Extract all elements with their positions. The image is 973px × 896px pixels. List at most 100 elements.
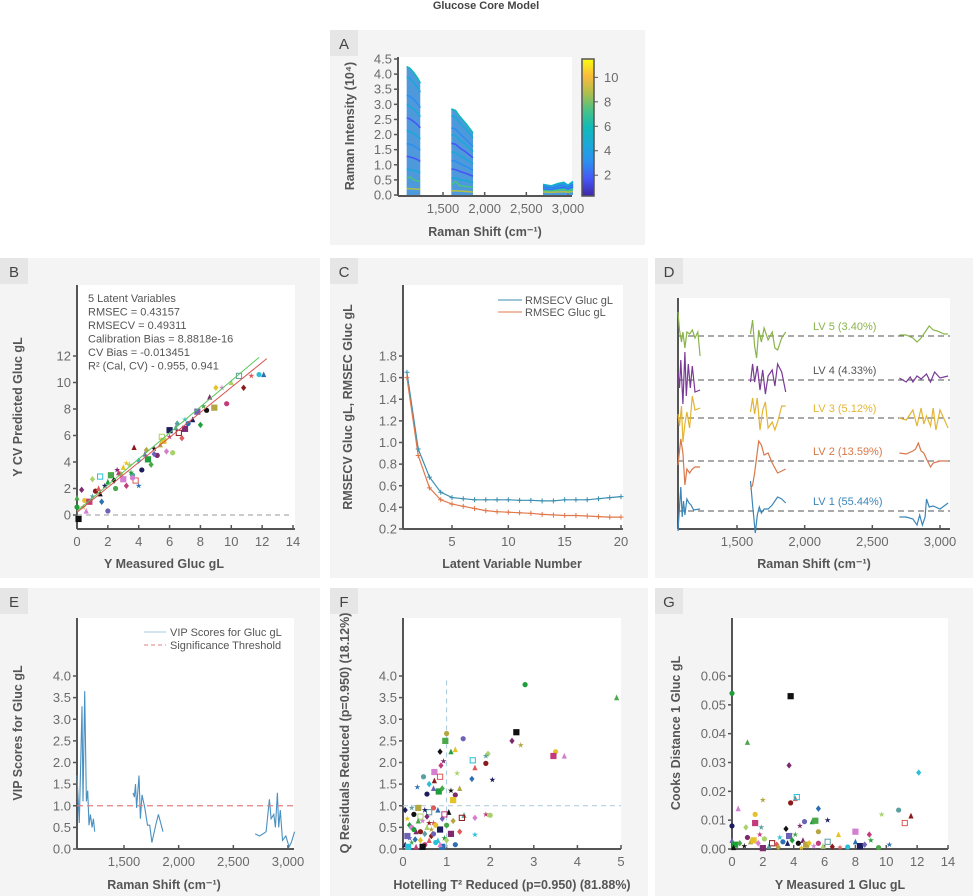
data-point <box>505 509 511 515</box>
x-tick-label: 2 <box>487 854 494 869</box>
data-point <box>440 758 447 764</box>
spectrum-line <box>451 133 474 153</box>
panel-label: G <box>663 594 675 611</box>
data-point <box>737 840 743 847</box>
y-tick-label: 0.06 <box>701 669 726 684</box>
loading-line <box>677 395 701 443</box>
data-point <box>436 826 444 833</box>
y-tick-label: 0.03 <box>701 755 726 770</box>
data-point <box>761 836 768 842</box>
x-tick-label: 0 <box>728 854 735 869</box>
panel-label: F <box>339 594 348 611</box>
data-point <box>438 489 444 495</box>
plot-area <box>398 57 572 196</box>
data-point <box>517 510 523 516</box>
spectrum-line <box>406 94 421 109</box>
data-point <box>241 384 247 391</box>
data-point <box>539 511 545 517</box>
x-tick-label: 3,000 <box>272 854 305 869</box>
data-point <box>452 746 458 753</box>
x-tick-label: 15 <box>557 534 571 549</box>
y-tick-label: 1.0 <box>379 435 397 450</box>
data-point <box>454 770 461 776</box>
data-point <box>419 817 426 824</box>
y-tick-label: 0.8 <box>379 457 397 472</box>
data-point <box>886 841 893 848</box>
data-point <box>444 730 450 737</box>
data-point <box>426 809 433 816</box>
plot-area <box>732 618 948 849</box>
y-tick-label: 2.5 <box>374 112 392 127</box>
stats-annotation-line: Calibration Bias = 8.8818e-16 <box>88 334 233 346</box>
data-point <box>489 776 496 783</box>
data-point <box>796 822 803 829</box>
y-tick-label: 0.4 <box>379 500 397 515</box>
data-point <box>812 817 819 824</box>
x-tick-label: 10 <box>879 854 893 869</box>
data-point <box>256 371 262 378</box>
x-axis-label: Y Measured 1 Gluc gL <box>775 878 906 892</box>
data-point <box>419 843 426 850</box>
legend-label: RMSEC Gluc gL <box>525 307 606 319</box>
colorbar <box>581 58 595 197</box>
panel-e: E 1,500 2,000 2,500 3,000 0.0 0.5 1.0 1.5 2.0 2.5 3… <box>0 588 320 896</box>
data-point <box>424 813 430 820</box>
data-point <box>420 774 427 780</box>
loading-label: LV 5 (3.40%) <box>813 321 876 333</box>
panel-d: D 1,500 2,000 2,500 3,000 Raman Shift (cm⁻¹) L… <box>655 258 973 578</box>
data-point <box>166 427 173 434</box>
data-point <box>730 844 737 851</box>
data-point <box>437 748 443 755</box>
data-point <box>404 832 411 840</box>
spectrum-line <box>542 190 574 194</box>
data-point <box>820 843 826 849</box>
panel-c: C 5 10 15 20 0.2 0.4 0.6 0.8 1.0 1.2 1.4 1.6 1.8 Laten… <box>330 258 648 578</box>
x-tick-label: 1,500 <box>427 201 460 216</box>
y-tick-label: 0.6 <box>379 478 397 493</box>
loading-line <box>677 438 701 486</box>
data-point <box>448 748 454 755</box>
stats-annotation-line: CV Bias = -0.013451 <box>88 347 190 359</box>
panel-label-box <box>0 588 28 614</box>
data-point <box>129 475 136 481</box>
colorbar-tick-label: 6 <box>604 119 611 134</box>
loading-line <box>749 439 786 490</box>
y-tick-label: 4.5 <box>374 52 392 67</box>
y-tick-label: 1.5 <box>53 777 71 792</box>
x-tick-label: 2 <box>104 534 111 549</box>
colorbar-tick-label: 2 <box>604 168 611 183</box>
stats-annotation-line: RMSECV = 0.49311 <box>88 320 187 332</box>
data-point <box>75 515 82 523</box>
spectrum-line <box>451 127 474 148</box>
data-point <box>412 836 418 843</box>
panel-label-box <box>330 588 358 614</box>
data-point <box>426 780 432 788</box>
data-point <box>79 486 85 494</box>
data-point <box>433 822 439 828</box>
x-tick-label: 3,000 <box>924 534 957 549</box>
data-point <box>852 838 859 845</box>
data-point <box>447 830 455 837</box>
vip-line <box>132 775 164 843</box>
data-point <box>83 507 89 514</box>
data-point <box>151 450 157 458</box>
data-point <box>472 764 478 771</box>
loading-line <box>899 325 949 343</box>
data-point <box>744 739 751 745</box>
data-point <box>436 773 444 780</box>
data-point <box>406 835 413 841</box>
spectrum-line <box>451 159 474 171</box>
data-point <box>460 503 466 509</box>
data-point <box>411 826 417 833</box>
data-point <box>426 819 433 826</box>
y-tick-label: 4.0 <box>53 669 71 684</box>
x-tick-label: 2,000 <box>788 534 821 549</box>
data-point <box>450 797 457 804</box>
y-tick-label: 6 <box>64 428 71 443</box>
data-point <box>428 832 434 840</box>
loading-line <box>899 441 949 469</box>
x-tick-label: 4 <box>574 854 581 869</box>
y-axis-label: VIP Scores for Gluc gL <box>11 665 25 801</box>
data-point <box>806 840 812 847</box>
